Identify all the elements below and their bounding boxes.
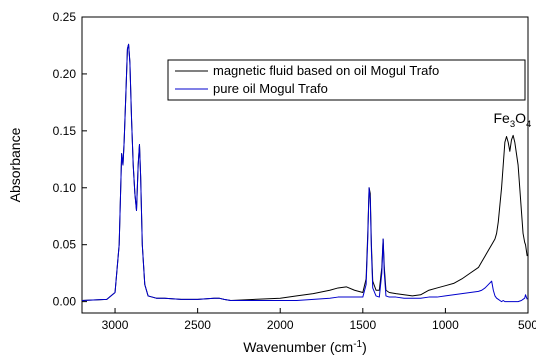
annot-sub2: 4	[526, 119, 531, 130]
annot-mid: O	[515, 110, 526, 126]
plot-frame	[81, 16, 529, 314]
y-tick-label: 0.00	[53, 295, 77, 309]
x-tick-label: 1500	[349, 318, 376, 332]
x-tick-label: 500	[518, 318, 536, 332]
annot-base: Fe	[493, 110, 510, 126]
x-tick-label: 2000	[267, 318, 294, 332]
y-tick-label: 0.10	[53, 181, 77, 195]
y-tick-label: 0.20	[53, 67, 77, 81]
x-axis-title: Wavenumber (cm-1)	[243, 339, 367, 355]
x-tick-label: 1000	[432, 318, 459, 332]
x-axis-title-text: Wavenumber (cm	[243, 339, 353, 355]
legend: magnetic fluid based on oil Mogul Trafo …	[167, 59, 526, 101]
legend-label-series-2: pure oil Mogul Trafo	[213, 81, 328, 96]
ticks: 3000 2500 2000 1500 1000 500 0.00 0.05 0.10 0.15 0…	[53, 10, 536, 332]
x-tick-label: 3000	[102, 318, 129, 332]
x-axis-title-sup: -1	[353, 339, 362, 350]
y-axis-title: Absorbance	[7, 127, 23, 202]
legend-label-series-1: magnetic fluid based on oil Mogul Trafo	[213, 63, 439, 78]
series-line-2	[82, 43, 528, 303]
y-tick-label: 0.25	[53, 10, 77, 24]
fe3o4-annotation: Fe3O4	[493, 110, 531, 130]
annot-sub1: 3	[510, 119, 515, 130]
x-axis-title-end: )	[362, 339, 367, 355]
series-group	[82, 43, 528, 303]
y-tick-label: 0.15	[53, 124, 77, 138]
x-tick-label: 2500	[184, 318, 211, 332]
y-tick-label: 0.05	[53, 238, 77, 252]
legend-box	[167, 59, 526, 101]
